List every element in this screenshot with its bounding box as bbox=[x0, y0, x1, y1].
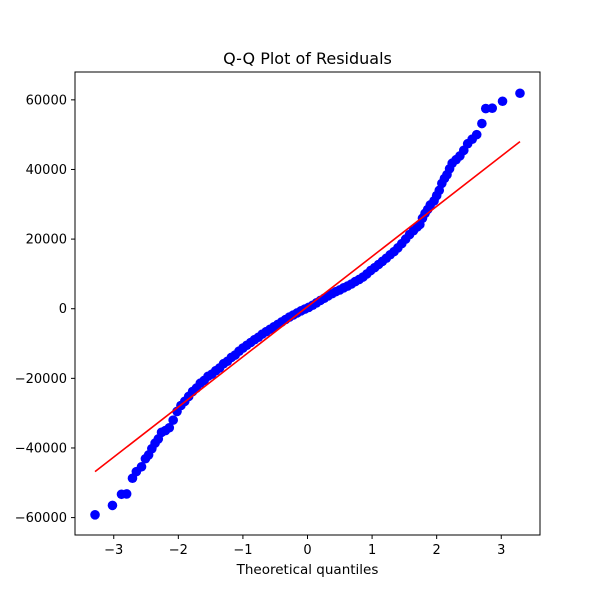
y-tick-label: −40000 bbox=[15, 441, 67, 456]
x-tick-label: 0 bbox=[303, 543, 311, 558]
y-axis-ticks: −60000 −40000 −20000 0 20000 40000 60000 bbox=[15, 93, 75, 526]
x-tick-label: −1 bbox=[233, 543, 252, 558]
data-point bbox=[168, 415, 178, 425]
x-tick-label: −2 bbox=[169, 543, 188, 558]
data-point bbox=[477, 118, 487, 129]
data-point bbox=[164, 422, 175, 433]
plot-data-layer bbox=[90, 88, 525, 520]
x-axis-label: Theoretical quantiles bbox=[236, 562, 379, 578]
data-point bbox=[515, 88, 525, 99]
y-tick-label: 60000 bbox=[26, 93, 67, 108]
y-tick-label: −60000 bbox=[15, 511, 67, 526]
y-tick-label: 0 bbox=[59, 302, 67, 317]
data-point bbox=[487, 103, 498, 113]
data-point bbox=[121, 489, 132, 499]
data-point bbox=[497, 96, 508, 107]
reference-line bbox=[94, 140, 521, 473]
chart-title: Q-Q Plot of Residuals bbox=[223, 49, 392, 68]
x-tick-label: −3 bbox=[104, 543, 123, 558]
x-tick-label: 2 bbox=[433, 543, 441, 558]
data-point bbox=[107, 500, 118, 511]
y-tick-label: 40000 bbox=[26, 163, 67, 178]
x-tick-label: 3 bbox=[497, 543, 505, 558]
data-point bbox=[136, 461, 147, 472]
data-point bbox=[90, 510, 100, 520]
plot-area-frame bbox=[74, 71, 541, 536]
y-tick-label: −20000 bbox=[15, 372, 67, 387]
data-point bbox=[471, 129, 482, 140]
x-tick-label: 1 bbox=[368, 543, 376, 558]
x-axis-ticks: −3 −2 −1 0 1 2 3 bbox=[104, 535, 505, 558]
y-tick-label: 20000 bbox=[26, 233, 67, 248]
